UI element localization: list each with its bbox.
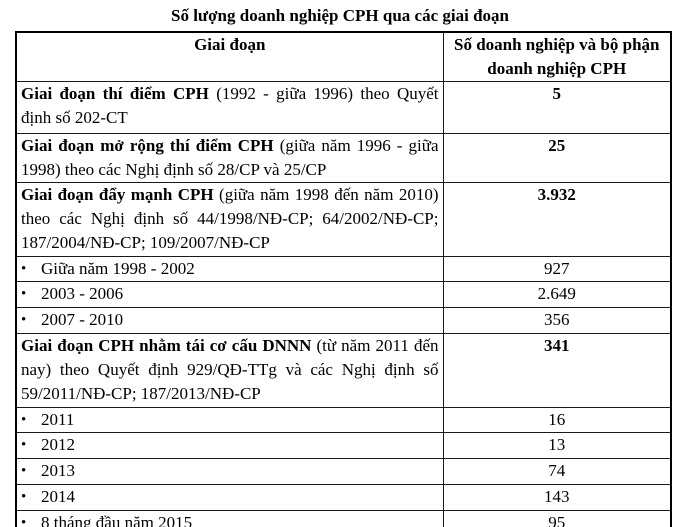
- phase-detail: (giữa năm 1996 - giữa 1998) theo các Ngh…: [21, 136, 439, 179]
- value-cell: 2.649: [442, 281, 672, 308]
- cph-data-table: Giai đoạn Số doanh nghiệp và bộ phận doa…: [15, 31, 672, 527]
- value-cell: 143: [442, 484, 672, 511]
- phase-cell: Giai đoạn thí điểm CPH (1992 - giữa 1996…: [15, 81, 444, 134]
- phase-detail: (từ năm 2011 đến nay) theo Quyết định 92…: [21, 336, 439, 403]
- table-row: • 2013 74: [15, 458, 672, 485]
- bullet-icon: •: [21, 412, 27, 428]
- value-cell: 16: [442, 407, 672, 433]
- table-row: Giai đoạn CPH nhằm tái cơ cấu DNNN (từ n…: [15, 333, 672, 408]
- period-label: 2011: [41, 410, 75, 429]
- phase-cell: Giai đoạn mở rộng thí điểm CPH (giữa năm…: [15, 133, 444, 183]
- bullet-icon: •: [21, 437, 27, 453]
- period-cell: • 8 tháng đầu năm 2015: [15, 510, 444, 527]
- period-label: 2007 - 2010: [41, 310, 124, 329]
- table-title: Số lượng doanh nghiệp CPH qua các giai đ…: [171, 6, 509, 25]
- table-row: • 2011 16: [15, 407, 672, 433]
- period-cell: • 2003 - 2006: [15, 281, 444, 308]
- period-cell: • 2014: [15, 484, 444, 511]
- table-row: • 2014 143: [15, 484, 672, 511]
- table-row: Giai đoạn thí điểm CPH (1992 - giữa 1996…: [15, 81, 672, 134]
- table-row: Giai đoạn đẩy mạnh CPH (giữa năm 1998 đế…: [15, 182, 672, 257]
- table-row: • 2007 - 2010 356: [15, 307, 672, 334]
- period-cell: • 2013: [15, 458, 444, 485]
- period-label: 8 tháng đầu năm 2015: [41, 513, 193, 527]
- table-row: • 8 tháng đầu năm 2015 95: [15, 510, 672, 527]
- value-cell: 13: [442, 432, 672, 459]
- phase-cell: Giai đoạn đẩy mạnh CPH (giữa năm 1998 đế…: [15, 182, 444, 257]
- period-label: 2012: [41, 435, 75, 454]
- bullet-icon: •: [21, 261, 27, 277]
- period-label: Giữa năm 1998 - 2002: [41, 259, 195, 278]
- table-row: • Giữa năm 1998 - 2002 927: [15, 256, 672, 282]
- bullet-icon: •: [21, 286, 27, 302]
- phase-name: Giai đoạn đẩy mạnh CPH: [21, 185, 214, 204]
- value-cell: 74: [442, 458, 672, 485]
- value-cell: 356: [442, 307, 672, 334]
- phase-name: Giai đoạn CPH nhằm tái cơ cấu DNNN: [21, 336, 312, 355]
- table-row: • 2012 13: [15, 432, 672, 459]
- table-row: Giai đoạn mở rộng thí điểm CPH (giữa năm…: [15, 133, 672, 183]
- bullet-icon: •: [21, 489, 27, 505]
- value-cell: 3.932: [442, 182, 672, 257]
- value-cell: 25: [442, 133, 672, 183]
- bullet-icon: •: [21, 515, 27, 527]
- period-cell: • 2011: [15, 407, 444, 433]
- period-label: 2013: [41, 461, 75, 480]
- value-cell: 5: [442, 81, 672, 134]
- phase-detail: (giữa năm 1998 đến năm 2010) theo các Ng…: [21, 185, 439, 252]
- period-label: 2014: [41, 487, 75, 506]
- bullet-icon: •: [21, 463, 27, 479]
- value-cell: 341: [442, 333, 672, 408]
- phase-cell: Giai đoạn CPH nhằm tái cơ cấu DNNN (từ n…: [15, 333, 444, 408]
- period-cell: • 2012: [15, 432, 444, 459]
- period-cell: • 2007 - 2010: [15, 307, 444, 334]
- period-label: 2003 - 2006: [41, 284, 124, 303]
- phase-name: Giai đoạn mở rộng thí điểm CPH: [21, 136, 274, 155]
- table-row: • 2003 - 2006 2.649: [15, 281, 672, 308]
- value-cell: 95: [442, 510, 672, 527]
- phase-detail: (1992 - giữa 1996) theo Quyết định số 20…: [21, 84, 439, 127]
- value-cell: 927: [442, 256, 672, 282]
- period-cell: • Giữa năm 1998 - 2002: [15, 256, 444, 282]
- column-header-period: Giai đoạn: [15, 31, 444, 82]
- column-header-count: Số doanh nghiệp và bộ phận doanh nghiệp …: [442, 31, 672, 82]
- bullet-icon: •: [21, 312, 27, 328]
- header-row: Giai đoạn Số doanh nghiệp và bộ phận doa…: [15, 31, 672, 82]
- phase-name: Giai đoạn thí điểm CPH: [21, 84, 209, 103]
